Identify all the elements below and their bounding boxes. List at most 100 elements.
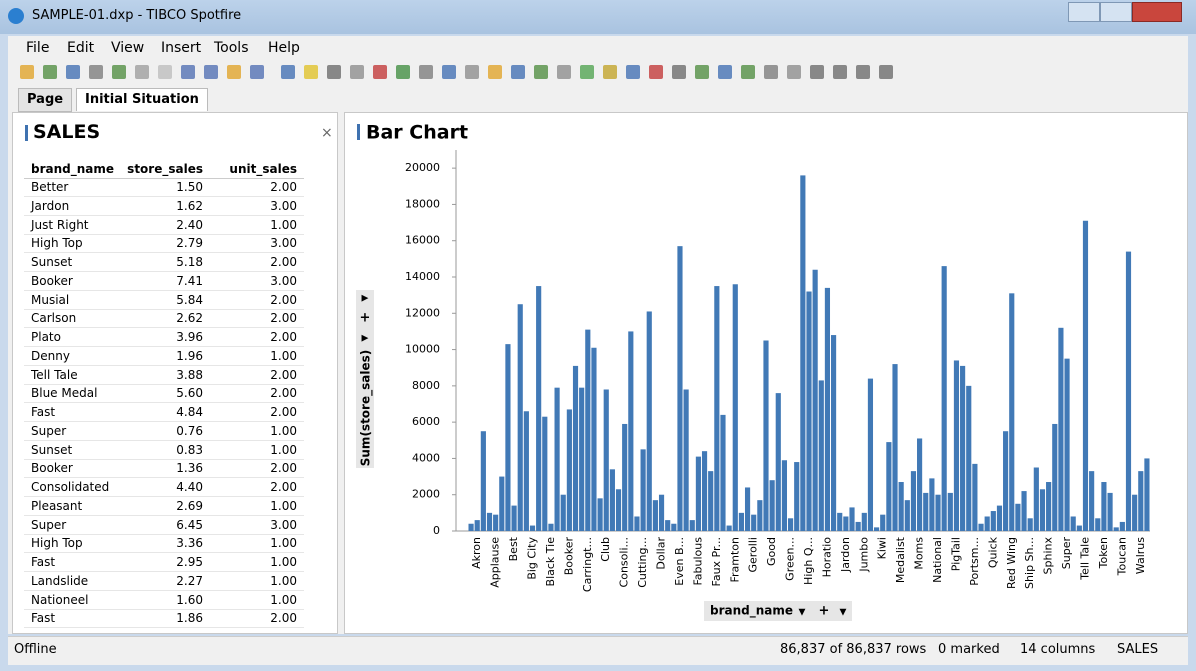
table-cell: Sunset [31,441,72,459]
table-cell: Tell Tale [31,366,78,384]
toolbar-button[interactable] [833,65,847,79]
toolbar-button[interactable] [373,65,387,79]
table-cell: 3.00 [197,272,297,290]
toolbar-button[interactable] [327,65,341,79]
table-cell: 0.83 [103,441,203,459]
status-item: Offline [14,642,57,657]
toolbar-button[interactable] [66,65,80,79]
menu-item[interactable]: View [111,40,144,56]
table-cell: Consolidated [31,478,109,496]
toolbar-button[interactable] [43,65,57,79]
menu-item[interactable]: Help [268,40,300,56]
toolbar-button[interactable] [204,65,218,79]
toolbar-button[interactable] [787,65,801,79]
maximize-button[interactable] [1100,2,1132,22]
panel-marker [25,125,28,141]
menu-item[interactable]: Insert [161,40,201,56]
toolbar-button[interactable] [649,65,663,79]
toolbar-button[interactable] [741,65,755,79]
table-cell: 3.00 [197,234,297,252]
table-title: SALES [33,121,100,143]
column-header[interactable]: brand_name [31,160,114,178]
table-cell: Super [31,422,66,440]
table-cell: 3.96 [103,328,203,346]
toolbar-button[interactable] [511,65,525,79]
table-cell: Booker [31,272,73,290]
table-cell: 2.95 [103,553,203,571]
table-cell: 2.00 [197,609,297,627]
table-cell: 2.00 [197,478,297,496]
toolbar-button[interactable] [534,65,548,79]
table-cell: Super [31,516,66,534]
toolbar-button[interactable] [304,65,318,79]
toolbar-button[interactable] [879,65,893,79]
row-line [24,627,304,628]
table-cell: Nationeel [31,591,88,609]
toolbar-button[interactable] [20,65,34,79]
table-cell: 7.41 [103,272,203,290]
toolbar-button[interactable] [227,65,241,79]
column-header[interactable]: unit_sales [197,160,297,178]
column-header[interactable]: store_sales [103,160,203,178]
table-cell: 1.00 [197,216,297,234]
table-cell: 0.76 [103,422,203,440]
toolbar-button[interactable] [281,65,295,79]
toolbar-button[interactable] [810,65,824,79]
toolbar-button[interactable] [158,65,172,79]
table-cell: 2.62 [103,309,203,327]
table-cell: 2.00 [197,309,297,327]
table-cell: 5.60 [103,384,203,402]
toolbar-button[interactable] [626,65,640,79]
toolbar-button[interactable] [580,65,594,79]
close-panel[interactable]: × [321,125,333,141]
toolbar-button[interactable] [250,65,264,79]
menu-item[interactable]: File [26,40,49,56]
toolbar-button[interactable] [350,65,364,79]
table-cell: 1.00 [197,422,297,440]
table-cell: 1.00 [197,347,297,365]
toolbar-button[interactable] [396,65,410,79]
toolbar-button[interactable] [181,65,195,79]
table-cell: Carlson [31,309,76,327]
table-cell: 2.00 [197,253,297,271]
table-cell: Better [31,178,68,196]
tab[interactable]: Page [18,88,72,112]
toolbar-button[interactable] [695,65,709,79]
toolbar-button[interactable] [89,65,103,79]
toolbar-button[interactable] [603,65,617,79]
table-cell: Sunset [31,253,72,271]
toolbar-button[interactable] [419,65,433,79]
app-icon [8,8,24,24]
table-cell: 1.00 [197,534,297,552]
table-cell: Denny [31,347,70,365]
toolbar-button[interactable] [672,65,686,79]
table-cell: Booker [31,459,73,477]
table-cell: 3.00 [197,197,297,215]
toolbar-button[interactable] [856,65,870,79]
toolbar-button[interactable] [718,65,732,79]
table-cell: 1.36 [103,459,203,477]
toolbar-button[interactable] [557,65,571,79]
toolbar-button[interactable] [488,65,502,79]
table-cell: 4.40 [103,478,203,496]
tab[interactable]: Initial Situation [76,88,208,111]
table-cell: Just Right [31,216,89,234]
toolbar-button[interactable] [112,65,126,79]
table-cell: 1.96 [103,347,203,365]
table-cell: 2.00 [197,459,297,477]
toolbar-button[interactable] [442,65,456,79]
toolbar-button[interactable] [764,65,778,79]
close-button[interactable] [1132,2,1182,22]
table-cell: 6.45 [103,516,203,534]
title-bar: SAMPLE-01.dxp - TIBCO Spotfire [0,0,1196,34]
menu-item[interactable]: Edit [67,40,94,56]
toolbar-button[interactable] [465,65,479,79]
minimize-button[interactable] [1068,2,1100,22]
table-cell: 1.50 [103,178,203,196]
toolbar-button[interactable] [135,65,149,79]
table-cell: Jardon [31,197,69,215]
table-cell: 2.00 [197,291,297,309]
table-cell: Landslide [31,572,88,590]
menu-item[interactable]: Tools [214,40,249,56]
